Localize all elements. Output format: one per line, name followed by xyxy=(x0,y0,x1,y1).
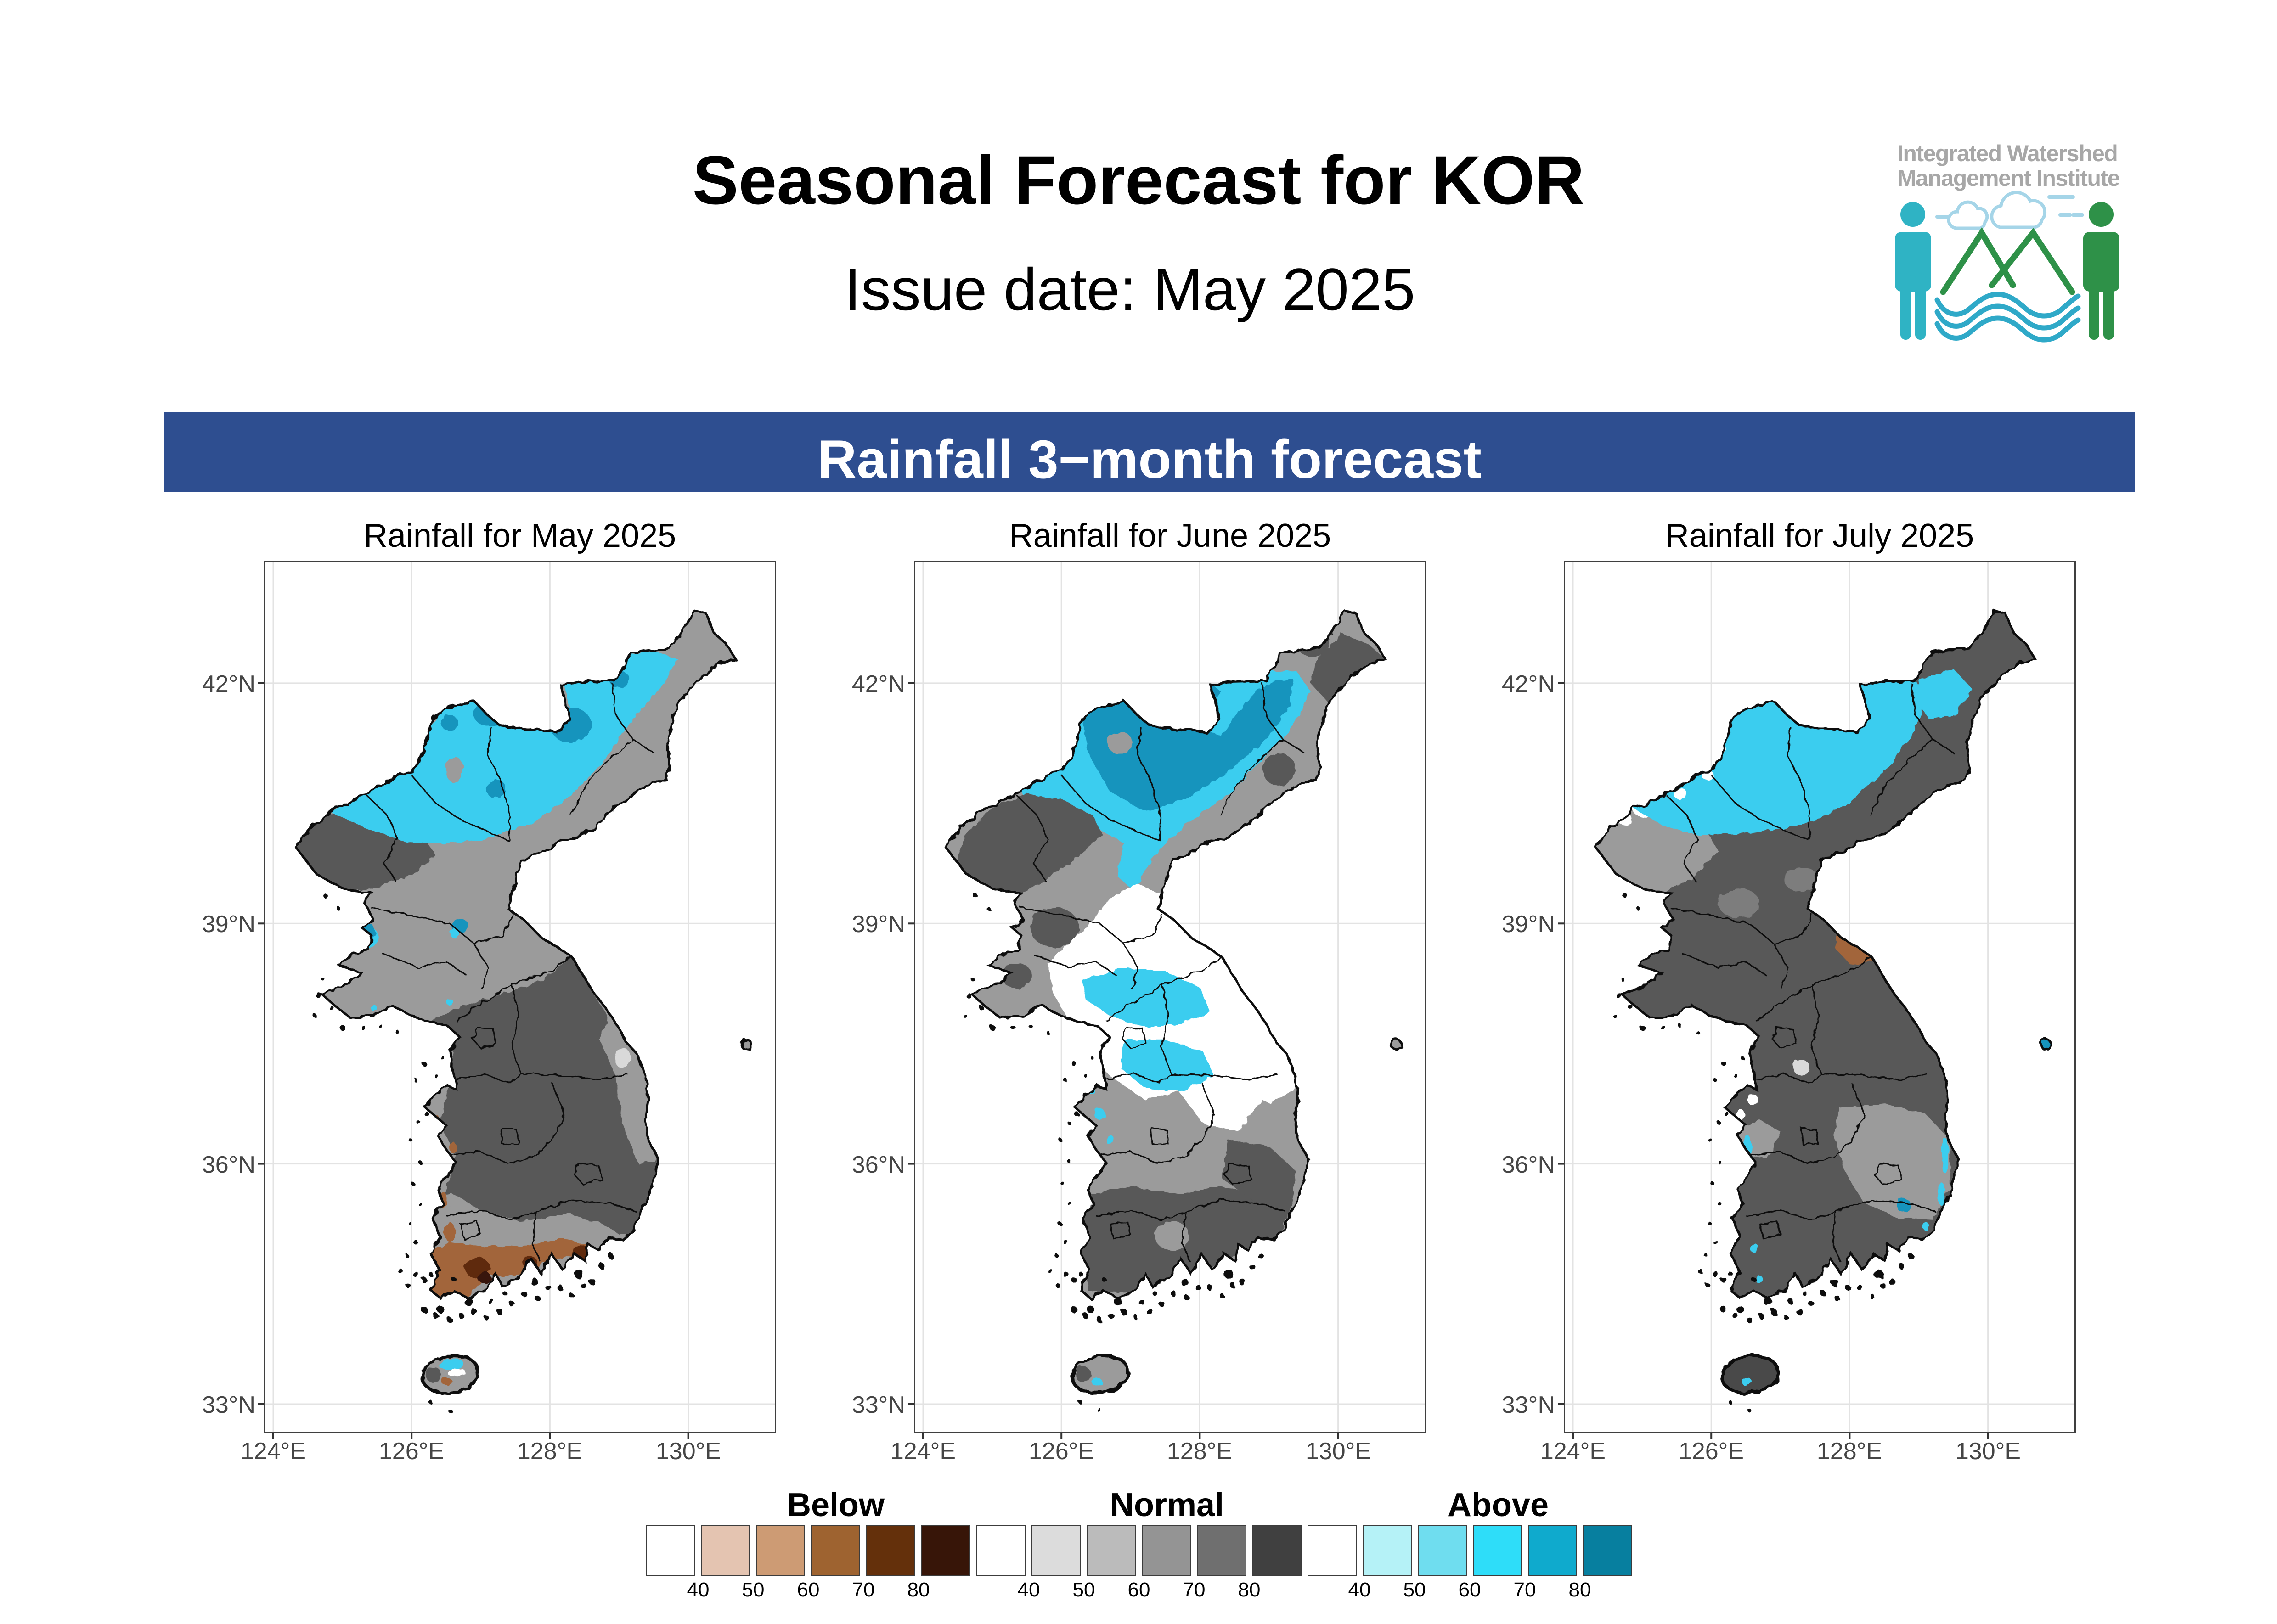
svg-text:Management Institute: Management Institute xyxy=(1897,165,2120,191)
svg-text:Integrated Watershed: Integrated Watershed xyxy=(1897,140,2117,166)
